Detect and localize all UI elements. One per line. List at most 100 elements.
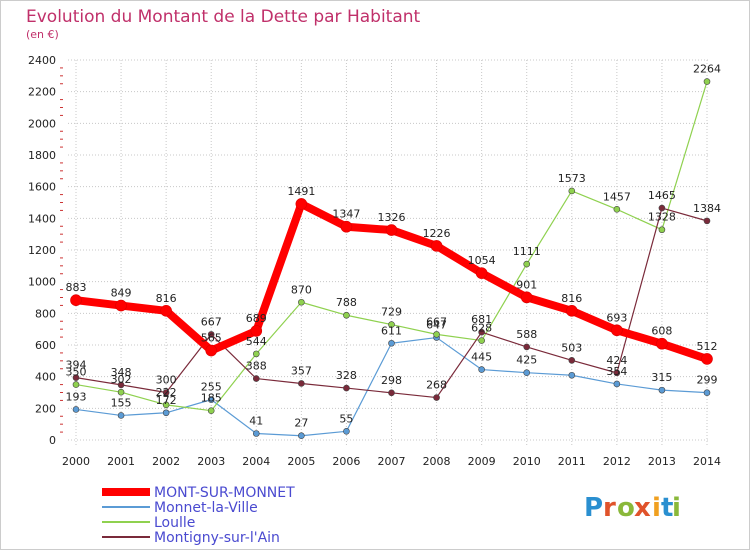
data-label: 667 <box>201 315 222 328</box>
data-point <box>658 204 666 212</box>
data-point <box>295 198 308 210</box>
data-point <box>613 380 621 388</box>
data-point <box>658 226 666 234</box>
data-label: 27 <box>294 417 308 430</box>
x-tick-label: 2003 <box>197 455 225 468</box>
data-label: 1111 <box>513 245 541 258</box>
data-label: 328 <box>336 369 357 382</box>
data-point <box>703 217 711 225</box>
data-point <box>568 357 576 364</box>
data-label: 883 <box>66 281 87 294</box>
data-point <box>656 337 668 350</box>
data-label: 1326 <box>378 211 406 224</box>
data-point <box>207 407 215 415</box>
data-label: 185 <box>201 392 222 405</box>
data-labels: 193 155 172 255 41 27 55 611 647 445 425 354 315 299 3… <box>66 63 722 430</box>
data-point <box>298 432 305 440</box>
data-label: 512 <box>697 340 718 353</box>
data-label: 424 <box>606 354 627 367</box>
data-label: 172 <box>156 394 177 407</box>
logo-letter: r <box>603 493 616 523</box>
x-tick-label: 2002 <box>152 455 180 468</box>
data-label: 425 <box>516 354 537 367</box>
x-tick-label: 2012 <box>603 455 631 468</box>
data-point <box>430 240 443 252</box>
data-point <box>568 371 576 379</box>
data-label: 1054 <box>468 254 496 267</box>
x-tick-label: 2014 <box>693 455 721 468</box>
x-tick-label: 2005 <box>287 455 315 468</box>
data-label: 901 <box>516 278 537 291</box>
logo-letter: P <box>584 493 603 523</box>
data-point <box>611 324 623 337</box>
data-point <box>523 369 531 377</box>
data-label: 41 <box>249 415 263 428</box>
data-label: 302 <box>111 373 132 386</box>
x-tick-label: 2009 <box>468 455 496 468</box>
data-label: 503 <box>561 341 582 354</box>
series-0 <box>72 334 711 440</box>
data-label: 1465 <box>648 189 676 202</box>
data-point <box>298 380 305 387</box>
data-label: 870 <box>291 283 312 296</box>
data-point <box>162 389 170 396</box>
legend-label: MONT-SUR-MONNET <box>154 485 295 501</box>
data-label: 611 <box>381 324 402 337</box>
data-label: 788 <box>336 296 357 309</box>
x-tick-label: 2006 <box>332 455 360 468</box>
data-label: 388 <box>246 360 267 373</box>
data-label: 1347 <box>332 208 360 221</box>
y-tick-label: 2000 <box>28 117 56 130</box>
data-label: 55 <box>339 412 353 425</box>
data-point <box>160 304 172 317</box>
data-label: 193 <box>66 390 87 403</box>
data-point <box>207 396 215 403</box>
data-point <box>252 350 260 358</box>
data-point <box>613 369 621 377</box>
x-tick-label: 2011 <box>558 455 586 468</box>
data-point <box>162 401 170 409</box>
x-tick-label: 2013 <box>648 455 676 468</box>
data-point <box>523 260 531 268</box>
y-tick-label: 2400 <box>28 54 56 67</box>
data-label: 1573 <box>558 172 586 185</box>
data-label: 849 <box>111 287 132 300</box>
data-label: 565 <box>201 332 222 345</box>
series-1 <box>72 78 711 415</box>
y-tick-label: 1800 <box>28 149 56 162</box>
data-label: 350 <box>66 366 87 379</box>
y-tick-label: 1200 <box>28 244 56 257</box>
data-point <box>385 224 398 236</box>
data-label: 298 <box>381 374 402 387</box>
data-label: 222 <box>156 386 177 399</box>
data-label: 1491 <box>287 185 315 198</box>
data-point <box>658 386 666 394</box>
legend-label: Montigny-sur-l'Ain <box>154 530 280 546</box>
data-point <box>568 187 576 195</box>
x-tick-label: 2010 <box>513 455 541 468</box>
data-point <box>117 381 125 389</box>
x-tick-label: 2007 <box>378 455 406 468</box>
y-tick-label: 200 <box>35 402 56 415</box>
data-point <box>520 291 533 304</box>
data-point <box>250 325 263 337</box>
data-label: 608 <box>651 325 672 338</box>
x-tick-label: 2008 <box>423 455 451 468</box>
data-label: 681 <box>471 313 492 326</box>
axes: 0 200 400 600 800 1000 1200 1400 1600 1800 2000 220… <box>28 54 721 468</box>
data-label: 315 <box>651 371 672 384</box>
data-point <box>252 375 260 382</box>
data-label: 647 <box>426 319 447 332</box>
data-point <box>252 430 260 437</box>
data-label: 628 <box>471 322 492 335</box>
data-point <box>72 381 80 388</box>
data-label: 155 <box>111 396 132 409</box>
data-point <box>433 331 440 338</box>
y-tick-label: 400 <box>35 371 56 384</box>
data-point <box>433 394 440 401</box>
data-label: 394 <box>66 359 87 372</box>
data-point <box>207 331 215 338</box>
data-point <box>298 298 305 306</box>
